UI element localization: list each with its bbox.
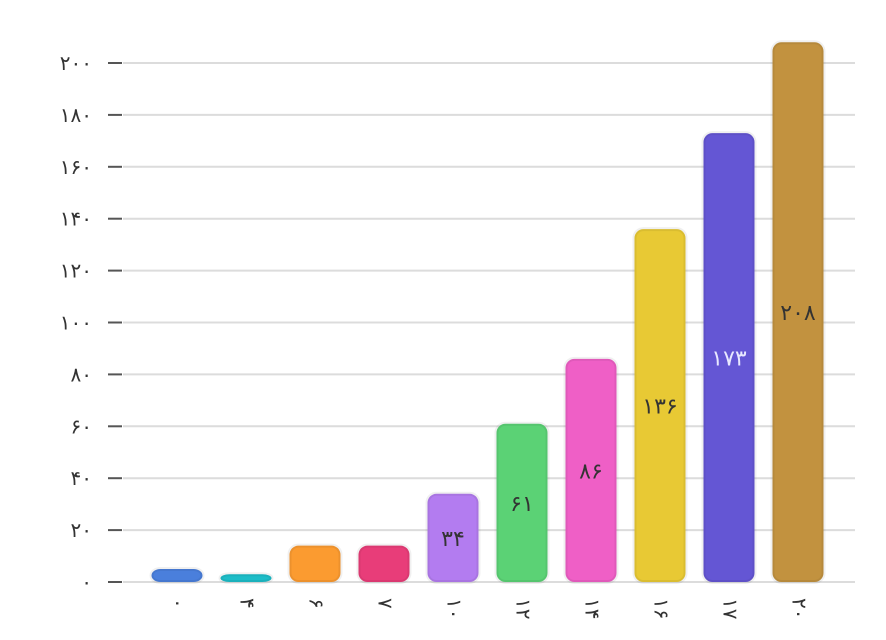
y-tick-label: ۱۰۰ xyxy=(60,311,92,335)
bar xyxy=(701,131,757,584)
y-tick-label: ۲۰ xyxy=(71,518,92,542)
grid-lines xyxy=(123,62,855,583)
y-axis: ۰ ۲۰ ۴۰ ۶۰ ۸۰ ۱۰۰ ۱۲۰ ۱۴۰ ۱۶۰ ۱۸۰ ۲۰۰ xyxy=(60,51,122,594)
bar xyxy=(356,543,412,584)
data-labels: ۳۴ ۶۱ ۸۶ ۱۳۶ ۱۷۳ ۲۰۸ xyxy=(441,301,816,552)
data-label: ۶۱ xyxy=(510,492,534,517)
bar xyxy=(425,491,481,584)
x-tick-label: ۶ xyxy=(305,598,329,609)
x-tick-label: ۰ xyxy=(167,598,191,609)
x-tick-label: ۱۴ xyxy=(581,598,605,619)
y-tick-label: ۱۴۰ xyxy=(60,207,92,231)
y-tick-label: ۶۰ xyxy=(71,414,92,438)
data-label: ۱۷۳ xyxy=(711,347,747,372)
y-tick-label: ۲۰۰ xyxy=(60,51,92,75)
bar xyxy=(770,40,826,585)
bar xyxy=(632,227,688,585)
x-tick-label: ۱۲ xyxy=(512,598,536,619)
x-tick-label: ۴ xyxy=(236,598,260,609)
y-tick-label: ۸۰ xyxy=(71,362,92,386)
bar xyxy=(287,543,343,584)
y-tick-label: ۱۲۰ xyxy=(60,259,92,283)
x-tick-label: ۲۰ xyxy=(788,598,812,619)
y-tick-label: ۱۸۰ xyxy=(60,103,92,127)
bar xyxy=(149,567,205,585)
bar xyxy=(563,356,619,584)
x-tick-label: ۱۰ xyxy=(443,598,467,619)
y-tick-label: ۴۰ xyxy=(71,466,92,490)
data-label: ۳۴ xyxy=(441,527,465,552)
y-tick-label: ۰ xyxy=(81,570,92,594)
x-axis: ۰ ۴ ۶ ۷ ۱۰ ۱۲ ۱۴ ۱۶ ۱۷ ۲۰ xyxy=(167,598,812,620)
x-tick-label: ۷ xyxy=(374,598,398,609)
x-tick-label: ۱۷ xyxy=(719,598,743,620)
data-label: ۲۰۸ xyxy=(780,301,816,326)
y-tick-label: ۱۶۰ xyxy=(60,155,92,179)
data-label: ۸۶ xyxy=(579,459,603,484)
x-tick-label: ۱۶ xyxy=(650,598,674,619)
bar xyxy=(218,572,274,585)
bar xyxy=(494,421,550,584)
bars xyxy=(149,40,826,585)
data-label: ۱۳۶ xyxy=(642,395,677,420)
